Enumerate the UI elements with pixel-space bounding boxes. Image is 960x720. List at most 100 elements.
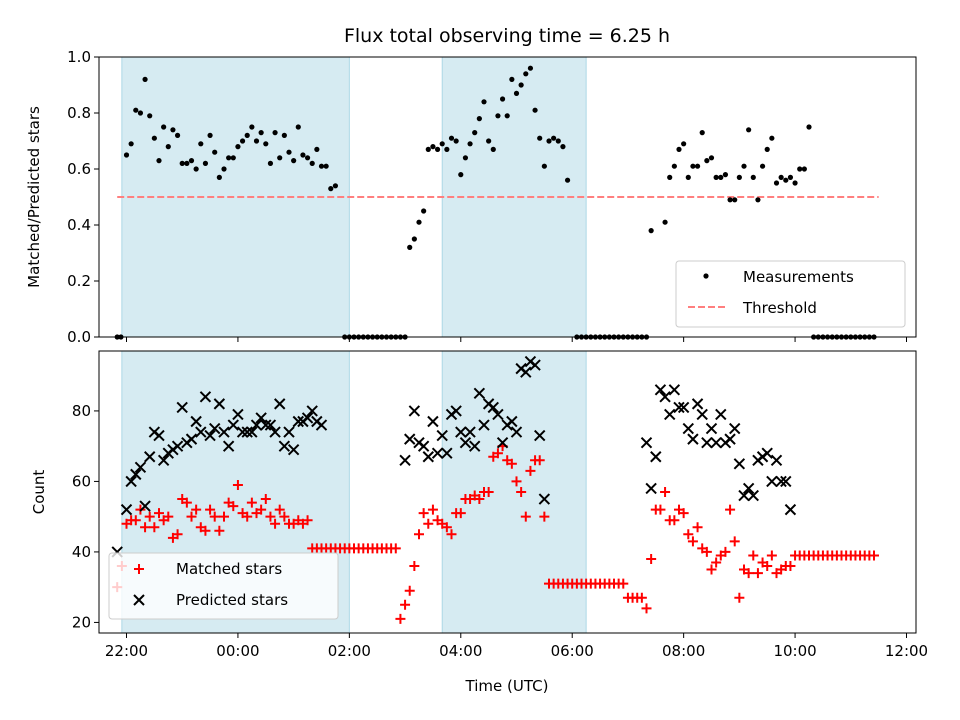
- matched-star-point: [232, 479, 243, 490]
- matched-star-point: [418, 508, 429, 519]
- measurement-point: [161, 124, 167, 130]
- x-tick-label: 02:00: [328, 642, 371, 660]
- matched-star-point: [511, 476, 522, 487]
- measurement-point: [425, 146, 431, 152]
- measurement-point: [787, 174, 794, 180]
- matched-star-point: [711, 557, 722, 568]
- measurement-point: [439, 141, 445, 147]
- x-tick-label: 12:00: [885, 642, 928, 660]
- top-axes-frame: [98, 56, 917, 338]
- measurement-point: [318, 163, 325, 169]
- predicted-star-point: [473, 387, 486, 400]
- measurement-point: [704, 158, 710, 164]
- predicted-star-point: [422, 451, 434, 463]
- predicted-star-point: [664, 408, 676, 421]
- predicted-star-point: [682, 422, 694, 435]
- predicted-star-point: [640, 436, 653, 449]
- predicted-star-point: [538, 493, 551, 505]
- matched-star-point: [618, 578, 629, 589]
- matched-star-point: [525, 465, 536, 476]
- matched-star-point: [414, 529, 424, 540]
- measurement-point: [667, 174, 673, 180]
- predicted-star-point: [496, 436, 509, 449]
- predicted-star-point: [450, 405, 462, 417]
- predicted-star-point: [264, 419, 277, 431]
- matched-star-point: [191, 504, 202, 515]
- measurement-point: [481, 99, 487, 105]
- predicted-star-point: [232, 408, 244, 421]
- measurement-point: [504, 113, 510, 119]
- y-tick-label: 0.4: [67, 216, 91, 234]
- predicted-star-point: [227, 419, 239, 431]
- predicted-star-point: [459, 436, 472, 449]
- y-tick-label: 0.2: [67, 272, 91, 290]
- predicted-star-point: [199, 391, 212, 403]
- matched-star-point: [302, 515, 313, 526]
- y-tick-label: 1.0: [67, 48, 91, 66]
- measurement-point: [416, 219, 422, 225]
- measurement-point: [142, 76, 148, 82]
- predicted-star-point: [436, 429, 448, 442]
- matched-star-point: [706, 564, 717, 575]
- measurement-point: [277, 155, 283, 161]
- measurement-point: [681, 141, 687, 147]
- measurement-point: [272, 130, 278, 136]
- bottom-legend: Matched stars Predicted stars: [108, 552, 339, 620]
- matched-star-point: [701, 546, 712, 557]
- y-tick-label: 0.0: [67, 328, 91, 346]
- measurement-point: [764, 146, 770, 152]
- measurement-point: [741, 163, 747, 169]
- measurement-point: [230, 155, 236, 161]
- x-axis-label: Time (UTC): [465, 677, 549, 695]
- measurement-point: [718, 174, 724, 180]
- predicted-star-point: [213, 398, 226, 410]
- predicted-star-point: [431, 447, 444, 459]
- measurement-point: [328, 186, 334, 192]
- measurement-point: [513, 90, 520, 96]
- matched-star-point: [729, 536, 740, 547]
- predicted-star-point: [478, 419, 490, 431]
- matched-star-point: [390, 543, 401, 554]
- matched-star-point: [172, 529, 183, 540]
- x-tick-label: 04:00: [439, 642, 482, 660]
- measurement-point: [165, 144, 171, 150]
- legend-label: Predicted stars: [176, 591, 288, 609]
- matched-star-point: [186, 511, 197, 522]
- measurement-point: [778, 174, 784, 180]
- predicted-star-point: [241, 426, 253, 438]
- matched-star-point: [655, 504, 666, 515]
- measurement-point: [564, 177, 571, 183]
- predicted-star-point: [176, 401, 188, 414]
- x-tick-label: 10:00: [773, 642, 816, 660]
- measurement-point: [281, 132, 287, 138]
- measurement-point: [156, 158, 162, 164]
- predicted-star-point: [510, 426, 523, 438]
- matched-star-point: [678, 508, 689, 519]
- predicted-star-point: [487, 401, 499, 414]
- predicted-star-point: [696, 408, 708, 421]
- matched-star-point: [228, 501, 239, 512]
- predicted-star-point: [153, 429, 165, 442]
- matched-star-point: [766, 550, 777, 561]
- measurement-point: [198, 141, 204, 147]
- predicted-star-point: [250, 419, 263, 431]
- matched-star-point: [140, 522, 151, 533]
- predicted-star-point: [506, 415, 518, 428]
- measurement-point: [253, 138, 260, 144]
- predicted-star-point: [287, 443, 300, 456]
- predicted-star-point: [645, 482, 657, 495]
- measurement-point: [759, 163, 766, 169]
- predicted-star-point: [144, 451, 156, 463]
- measurement-point: [713, 174, 719, 180]
- measurement-point: [304, 155, 311, 161]
- series-matched-stars: [112, 441, 879, 624]
- measurement-point: [314, 146, 320, 152]
- predicted-star-point: [520, 366, 532, 378]
- matched-star-point: [748, 550, 759, 561]
- y-tick-label: 80: [72, 402, 91, 420]
- measurement-point: [221, 166, 227, 172]
- predicted-star-point: [274, 398, 286, 410]
- top-panel: 0.0 0.2 0.4 0.6 0.8 1.0 Measurements Threshold: [67, 48, 917, 346]
- measurement-point: [128, 141, 134, 147]
- matched-star-point: [219, 511, 229, 522]
